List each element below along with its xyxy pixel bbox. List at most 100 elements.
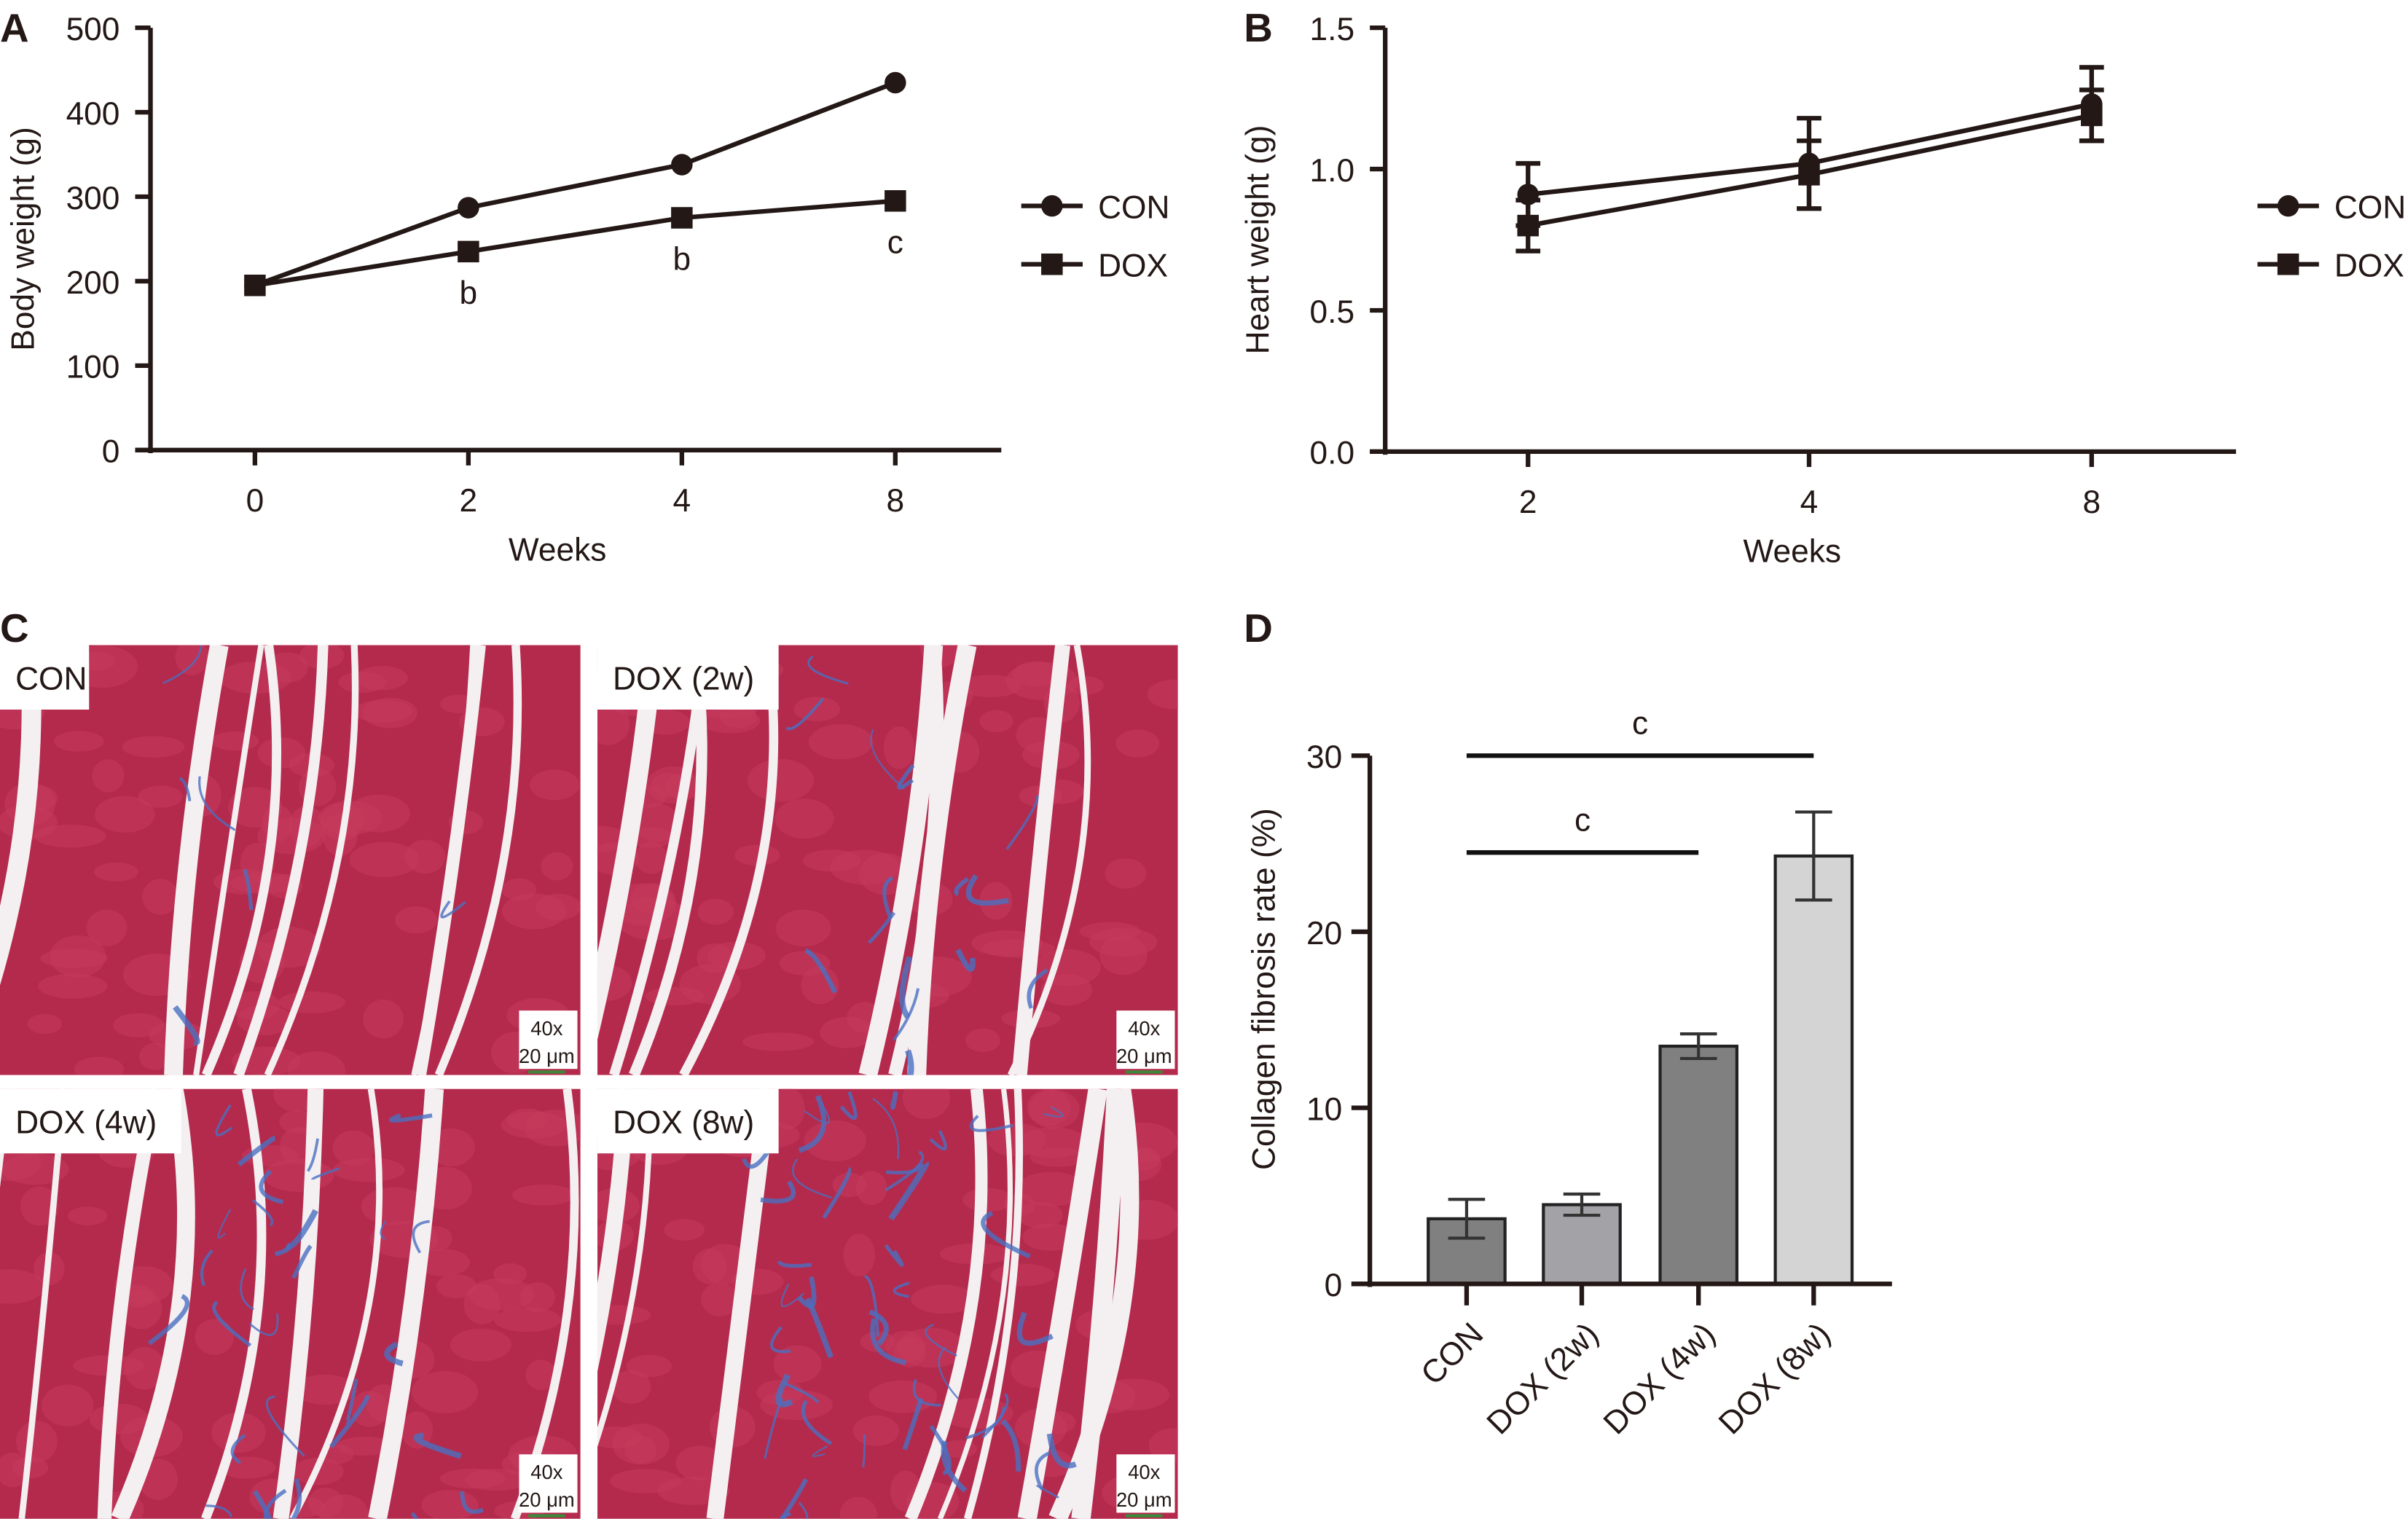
- y-tick-label: 1.5: [1310, 12, 1355, 47]
- scale-label-box: [519, 1454, 578, 1513]
- muscle-fiber: [95, 796, 155, 833]
- interstitial-space: [937, 1088, 1013, 1519]
- collagen-fiber: [162, 645, 203, 685]
- significance-label: c: [1632, 706, 1648, 742]
- muscle-fiber: [793, 696, 840, 722]
- y-axis-title: Collagen fibrosis rate (%): [1246, 808, 1282, 1170]
- muscle-fiber: [349, 841, 420, 877]
- x-tick-label: 4: [673, 483, 691, 519]
- muscle-fiber: [742, 1032, 815, 1051]
- muscle-fiber: [20, 1186, 59, 1226]
- muscle-fiber: [338, 671, 387, 693]
- muscle-fiber: [195, 1319, 235, 1355]
- muscle-fiber: [228, 787, 283, 828]
- muscle-fiber: [839, 1496, 877, 1519]
- muscle-fiber: [139, 1043, 170, 1070]
- interstitial-space: [164, 645, 229, 1075]
- muscle-fiber: [611, 1370, 651, 1404]
- muscle-fiber: [352, 699, 412, 723]
- significance-annotation: b: [673, 242, 691, 278]
- muscle-fiber: [962, 1188, 1013, 1212]
- y-tick-label: 20: [1306, 916, 1342, 951]
- muscle-fiber: [94, 862, 138, 882]
- image-title: DOX (2w): [613, 662, 754, 697]
- muscle-fiber: [981, 939, 1055, 958]
- y-tick-label: 200: [66, 265, 120, 301]
- muscle-fiber: [219, 1456, 276, 1479]
- collagen-fiber: [897, 764, 915, 790]
- y-tick-label: 400: [66, 96, 120, 132]
- muscle-fiber: [804, 1120, 866, 1161]
- muscle-fiber: [801, 966, 839, 1005]
- y-tick-label: 0.5: [1310, 294, 1355, 330]
- collagen-fiber: [870, 729, 905, 790]
- scale-label-box: [1116, 1454, 1175, 1513]
- muscle-fiber: [416, 1249, 470, 1276]
- collagen-fiber: [760, 1180, 796, 1204]
- data-point-dox: [2081, 104, 2103, 127]
- x-tick-label: DOX (2w): [1480, 1316, 1605, 1441]
- collagen-fiber: [1035, 1451, 1051, 1491]
- muscle-fiber: [1115, 729, 1160, 758]
- collagen-fiber: [1027, 968, 1048, 1009]
- data-point-dox: [458, 240, 479, 263]
- muscle-fiber: [0, 1269, 44, 1304]
- muscle-fiber: [332, 1158, 405, 1182]
- collagen-fiber: [1046, 1433, 1077, 1469]
- image-label-box: [0, 1088, 181, 1154]
- muscle-fiber: [820, 1017, 875, 1048]
- data-point-con: [671, 154, 693, 176]
- muscle-fiber: [175, 645, 209, 675]
- collagen-fiber: [785, 697, 825, 731]
- legend-label: DOX: [2334, 248, 2404, 284]
- y-tick-label: 10: [1306, 1091, 1342, 1127]
- y-tick-label: 300: [66, 181, 120, 216]
- interstitial-space: [272, 1088, 324, 1519]
- muscle-fiber: [16, 1421, 58, 1463]
- collagen-fiber: [217, 1209, 232, 1239]
- interstitial-space: [904, 1088, 988, 1519]
- muscle-fiber: [541, 852, 573, 881]
- muscle-fiber: [697, 898, 734, 925]
- muscle-fiber: [701, 1282, 739, 1316]
- muscle-fiber: [1040, 974, 1092, 1006]
- panel-label-d: D: [1244, 605, 1273, 651]
- bar-dox-8w-: [1773, 854, 1854, 1286]
- legend-label: CON: [1098, 190, 1169, 226]
- collagen-fiber: [1000, 1418, 1021, 1472]
- y-axis-title: Heart weight (g): [1240, 125, 1276, 355]
- collagen-fiber: [955, 949, 976, 972]
- collagen-fiber: [200, 1249, 213, 1287]
- y-tick-label: 500: [66, 12, 120, 47]
- muscle-fiber: [347, 794, 410, 833]
- collagen-fiber: [890, 1091, 898, 1110]
- muscle-fiber: [808, 723, 874, 760]
- collagen-fiber: [863, 1274, 879, 1337]
- muscle-fiber: [609, 1469, 681, 1494]
- muscle-fiber: [501, 1111, 567, 1139]
- collagen-fiber: [938, 1346, 960, 1400]
- muscle-fiber: [124, 1346, 165, 1390]
- x-tick-label: 0: [246, 483, 264, 519]
- panel-c-histology-images: CON 40x 20 μm DOX (2w) 40x 20 μm DOX (4w) 40x 20…: [0, 645, 1178, 1519]
- muscle-fiber: [38, 973, 108, 999]
- data-point-dox: [885, 190, 906, 212]
- significance-label: c: [1574, 803, 1591, 839]
- significance-annotation: c: [887, 224, 903, 260]
- collagen-fiber: [868, 1309, 889, 1346]
- muscle-fiber: [350, 1391, 389, 1427]
- series-line-dox: [254, 198, 896, 288]
- collagen-fiber: [389, 1113, 433, 1123]
- muscle-fiber: [624, 1436, 657, 1464]
- scale-label-box: [519, 1010, 578, 1069]
- muscle-fiber: [734, 844, 780, 866]
- muscle-fiber: [774, 798, 834, 839]
- muscle-fiber: [463, 1284, 501, 1324]
- muscle-fiber: [635, 841, 667, 874]
- image-label-box: [0, 645, 90, 710]
- interstitial-space: [1017, 1088, 1107, 1519]
- data-point-con: [458, 197, 479, 219]
- image-label-box: [597, 1088, 779, 1154]
